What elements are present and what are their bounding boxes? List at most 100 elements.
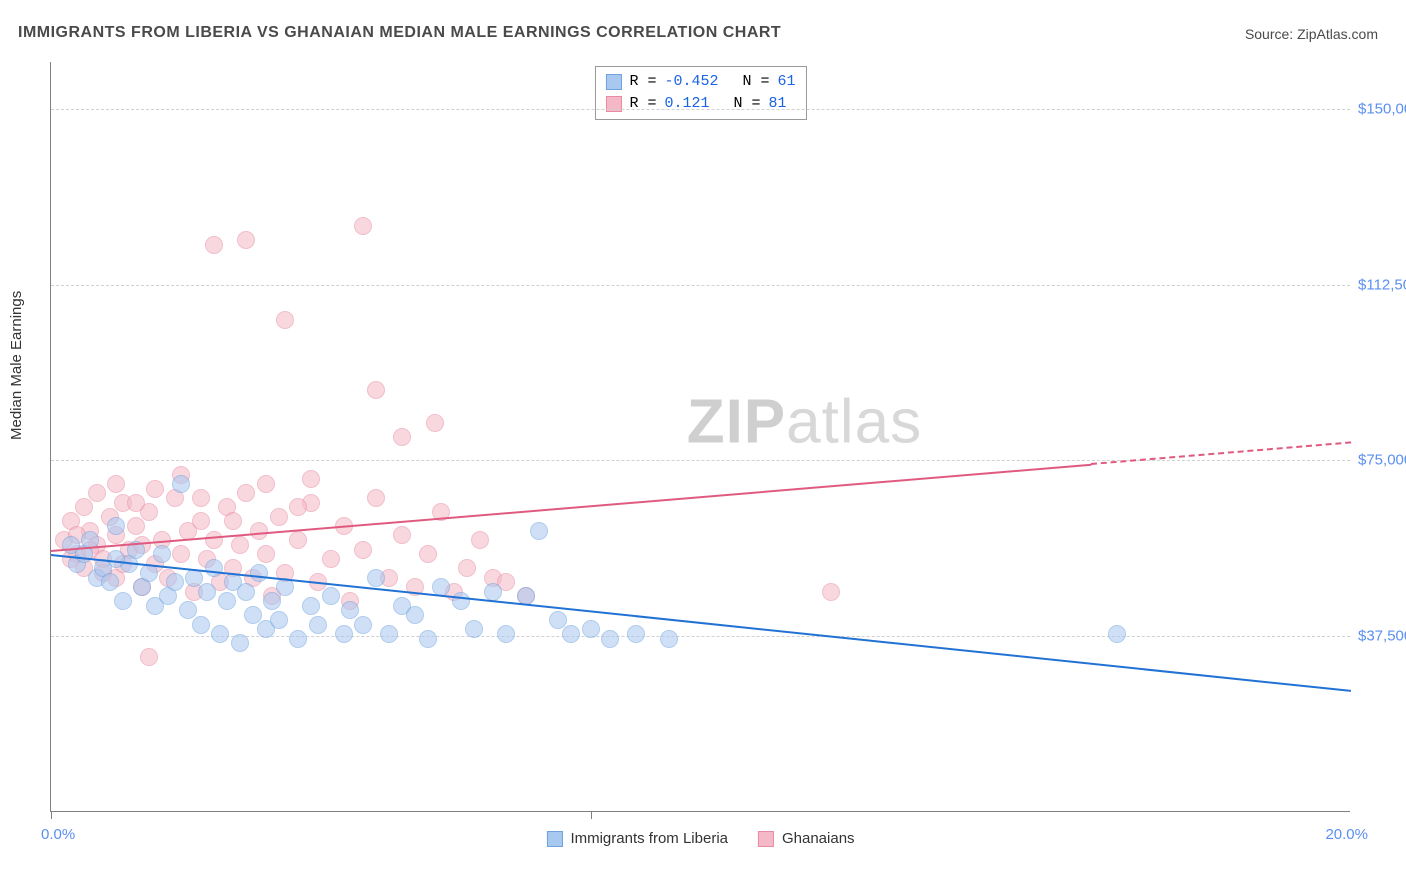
data-point xyxy=(88,484,106,502)
data-point xyxy=(530,522,548,540)
data-point xyxy=(192,489,210,507)
data-point xyxy=(302,597,320,615)
trend-line xyxy=(1091,442,1351,466)
data-point xyxy=(601,630,619,648)
data-point xyxy=(101,573,119,591)
data-point xyxy=(484,583,502,601)
data-point xyxy=(172,545,190,563)
data-point xyxy=(205,559,223,577)
stats-r-label: R = xyxy=(629,71,656,93)
data-point xyxy=(562,625,580,643)
data-point xyxy=(322,550,340,568)
data-point xyxy=(354,541,372,559)
stats-row-series-b: R = 0.121 N = 81 xyxy=(605,93,795,115)
data-point xyxy=(250,522,268,540)
data-point xyxy=(192,616,210,634)
stats-n-value-a: 61 xyxy=(778,71,796,93)
y-tick-label: $37,500 xyxy=(1352,628,1406,645)
data-point xyxy=(75,498,93,516)
x-tick xyxy=(51,811,52,819)
data-point xyxy=(471,531,489,549)
data-point xyxy=(822,583,840,601)
data-point xyxy=(153,545,171,563)
y-tick-label: $112,500 xyxy=(1352,276,1406,293)
y-axis-label: Median Male Earnings xyxy=(8,291,25,440)
data-point xyxy=(146,480,164,498)
data-point xyxy=(166,573,184,591)
stats-r-value-b: 0.121 xyxy=(664,93,709,115)
data-point xyxy=(257,475,275,493)
swatch-series-b xyxy=(758,831,774,847)
data-point xyxy=(231,536,249,554)
legend-item-b: Ghanaians xyxy=(758,830,855,847)
plot-area: ZIPatlas R = -0.452 N = 61 R = 0.121 N =… xyxy=(50,62,1350,812)
gridline xyxy=(51,285,1350,286)
data-point xyxy=(237,484,255,502)
data-point xyxy=(322,587,340,605)
data-point xyxy=(497,625,515,643)
stats-r-label: R = xyxy=(629,93,656,115)
data-point xyxy=(250,564,268,582)
legend-label-a: Immigrants from Liberia xyxy=(570,830,728,847)
data-point xyxy=(309,616,327,634)
data-point xyxy=(458,559,476,577)
data-point xyxy=(205,236,223,254)
data-point xyxy=(127,494,145,512)
data-point xyxy=(107,475,125,493)
data-point xyxy=(289,630,307,648)
data-point xyxy=(419,630,437,648)
data-point xyxy=(276,311,294,329)
gridline xyxy=(51,109,1350,110)
data-point xyxy=(198,583,216,601)
data-point xyxy=(354,217,372,235)
data-point xyxy=(172,475,190,493)
data-point xyxy=(289,531,307,549)
gridline xyxy=(51,460,1350,461)
data-point xyxy=(257,545,275,563)
source-label: Source: ZipAtlas.com xyxy=(1245,26,1378,42)
stats-n-label: N = xyxy=(734,93,761,115)
data-point xyxy=(393,428,411,446)
data-point xyxy=(127,517,145,535)
data-point xyxy=(452,592,470,610)
trend-line xyxy=(51,463,1091,551)
data-point xyxy=(237,231,255,249)
data-point xyxy=(406,606,424,624)
data-point xyxy=(627,625,645,643)
data-point xyxy=(289,498,307,516)
stats-row-series-a: R = -0.452 N = 61 xyxy=(605,71,795,93)
x-axis-min-label: 0.0% xyxy=(41,826,75,843)
data-point xyxy=(237,583,255,601)
y-tick-label: $75,000 xyxy=(1352,452,1406,469)
trend-line xyxy=(51,554,1351,692)
data-point xyxy=(302,470,320,488)
legend-item-a: Immigrants from Liberia xyxy=(546,830,728,847)
swatch-series-a xyxy=(546,831,562,847)
data-point xyxy=(211,625,229,643)
data-point xyxy=(107,517,125,535)
data-point xyxy=(205,531,223,549)
legend-label-b: Ghanaians xyxy=(782,830,855,847)
watermark-bold: ZIP xyxy=(687,387,786,456)
stats-r-value-a: -0.452 xyxy=(664,71,718,93)
x-axis-max-label: 20.0% xyxy=(1325,826,1368,843)
data-point xyxy=(1108,625,1126,643)
data-point xyxy=(270,611,288,629)
data-point xyxy=(582,620,600,638)
data-point xyxy=(218,592,236,610)
data-point xyxy=(367,569,385,587)
data-point xyxy=(335,625,353,643)
data-point xyxy=(367,381,385,399)
data-point xyxy=(231,634,249,652)
data-point xyxy=(393,526,411,544)
swatch-series-a xyxy=(605,74,621,90)
bottom-legend: Immigrants from Liberia Ghanaians xyxy=(546,830,854,847)
data-point xyxy=(263,592,281,610)
data-point xyxy=(367,489,385,507)
data-point xyxy=(380,625,398,643)
chart-title: IMMIGRANTS FROM LIBERIA VS GHANAIAN MEDI… xyxy=(18,24,781,42)
data-point xyxy=(107,550,125,568)
data-point xyxy=(140,648,158,666)
watermark-light: atlas xyxy=(786,387,922,456)
data-point xyxy=(419,545,437,563)
